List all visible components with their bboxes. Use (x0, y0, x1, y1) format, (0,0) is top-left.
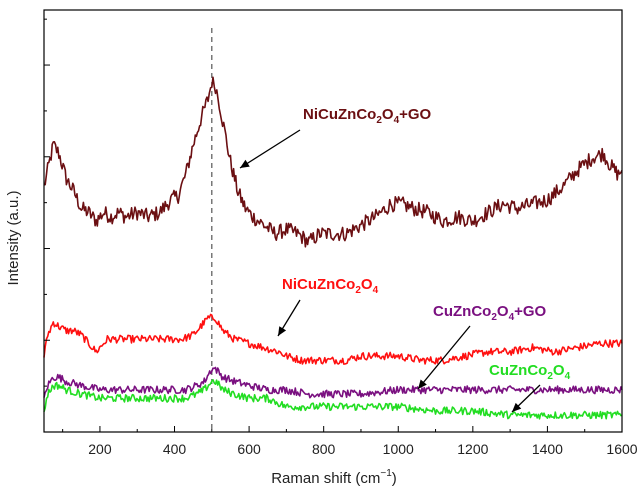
label-arrowhead-4 (512, 402, 522, 412)
x-axis-title-end: ) (392, 470, 397, 487)
series-group (43, 76, 623, 420)
series-line-4 (43, 379, 623, 420)
series-label-3: CuZnCo2O4+GO (433, 303, 547, 323)
label-arrow-3 (417, 325, 471, 390)
axes: 200 400 600 800 1000 1200 1400 1600 (43, 9, 638, 457)
series-label-2: NiCuZnCo2O4 (282, 276, 379, 296)
x-tick-label: 600 (237, 441, 261, 457)
series-line-2 (43, 313, 623, 365)
series-labels: NiCuZnCo2O4+GO NiCuZnCo2O4 CuZnCo2O4+GO CuZ… (239, 106, 571, 413)
x-tick-label: 1400 (532, 441, 563, 457)
series-line-1 (43, 76, 623, 248)
x-axis-title-main: Raman shift (cm (271, 470, 380, 487)
x-tick-label: 1200 (457, 441, 488, 457)
series-line-3 (43, 366, 623, 399)
label-arrowhead-1 (240, 159, 250, 168)
x-axis-title-sup: −1 (380, 468, 392, 479)
x-tick-label: 400 (163, 441, 187, 457)
label-arrow-1 (239, 129, 301, 169)
label-arrowhead-2 (278, 326, 287, 336)
plot-frame (43, 9, 623, 433)
x-tick-label: 800 (312, 441, 336, 457)
x-axis-title: Raman shift (cm−1) (271, 468, 397, 487)
x-tick-label: 200 (88, 441, 112, 457)
series-label-1: NiCuZnCo2O4+GO (303, 106, 432, 126)
x-tick-label: 1600 (606, 441, 637, 457)
series-label-4: CuZnCo2O4 (489, 362, 571, 382)
y-axis-title: Intensity (a.u.) (5, 190, 22, 285)
label-arrowhead-3 (418, 379, 427, 389)
x-tick-label: 1000 (383, 441, 414, 457)
